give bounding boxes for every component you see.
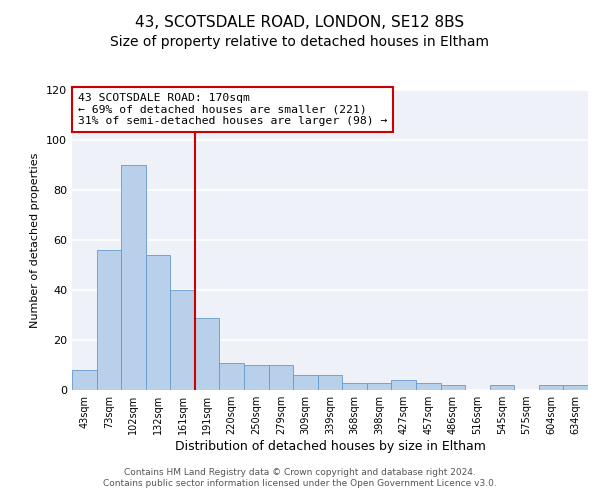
Bar [391,380,416,390]
Text: 43, SCOTSDALE ROAD, LONDON, SE12 8BS: 43, SCOTSDALE ROAD, LONDON, SE12 8BS [136,15,464,30]
Bar [244,365,269,390]
Y-axis label: Number of detached properties: Number of detached properties [31,152,40,328]
Bar [146,255,170,390]
X-axis label: Distribution of detached houses by size in Eltham: Distribution of detached houses by size … [175,440,485,453]
Bar [367,382,391,390]
Bar [440,385,465,390]
Bar [563,385,588,390]
Bar [170,290,195,390]
Text: 43 SCOTSDALE ROAD: 170sqm
← 69% of detached houses are smaller (221)
31% of semi: 43 SCOTSDALE ROAD: 170sqm ← 69% of detac… [77,93,387,126]
Bar [97,250,121,390]
Bar [318,375,342,390]
Bar [293,375,318,390]
Bar [539,385,563,390]
Bar [342,382,367,390]
Bar [269,365,293,390]
Bar [195,318,220,390]
Bar [416,382,440,390]
Text: Size of property relative to detached houses in Eltham: Size of property relative to detached ho… [110,35,490,49]
Bar [220,362,244,390]
Bar [490,385,514,390]
Bar [72,370,97,390]
Text: Contains HM Land Registry data © Crown copyright and database right 2024.
Contai: Contains HM Land Registry data © Crown c… [103,468,497,487]
Bar [121,165,146,390]
